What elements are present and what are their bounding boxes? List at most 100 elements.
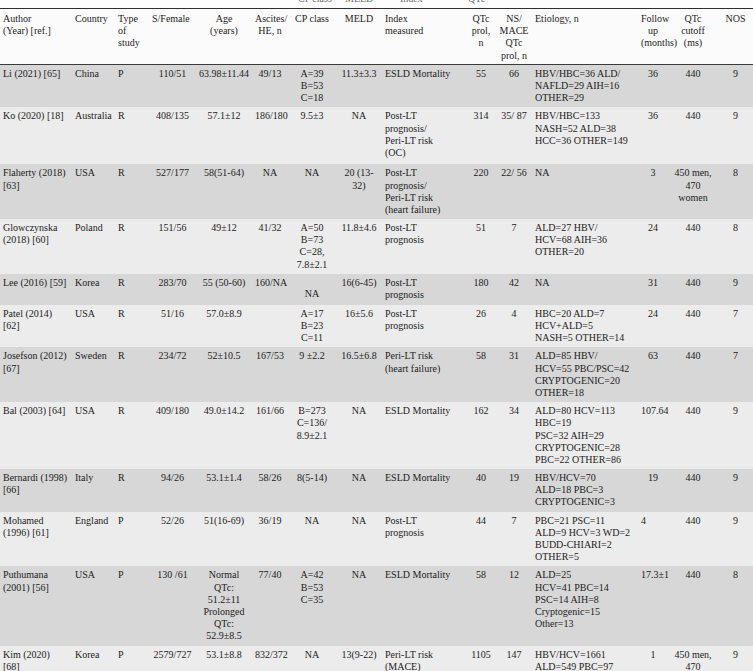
cell-meld: NA [336, 107, 382, 164]
cell-ns-mace: 34 [496, 402, 532, 469]
cell-ascites-he: 58/26 [252, 469, 288, 512]
cell-ns-mace: 42 [496, 274, 532, 305]
cell-follow-up: 24 [638, 219, 668, 274]
cell-ascites-he: 41/32 [252, 219, 288, 274]
table-row: Josefson (2012) [67]SwedenR234/7252±10.5… [0, 347, 753, 402]
cell-qtc-cutoff: 450 men, 470 women [668, 164, 718, 219]
column-header-author: Author (Year) [ref.] [0, 9, 72, 64]
cell-ascites-he: 49/13 [252, 64, 288, 107]
cell-nos: 9 [718, 274, 753, 305]
cell-s-female: 94/26 [149, 469, 196, 512]
cell-age: 55 (50-60) [196, 274, 252, 305]
cell-meld: NA [336, 512, 382, 567]
cell-ns-mace: 147 [496, 646, 532, 671]
cell-nos: 7 [718, 347, 753, 402]
cell-nos: 8 [718, 566, 753, 645]
column-header-cp-class: CP class [288, 9, 336, 64]
cell-qtc-cutoff: 440 [668, 107, 718, 164]
cropped-label: Index [400, 0, 423, 4]
cell-qtc-prol: 44 [466, 512, 496, 567]
cell-index: Post-LT prognosis [382, 512, 466, 567]
cell-nos: 8 [718, 164, 753, 219]
cell-country: USA [72, 402, 115, 469]
cell-meld: 13(9-22) [336, 646, 382, 671]
cell-s-female: 408/135 [149, 107, 196, 164]
cell-ascites-he: 167/53 [252, 347, 288, 402]
cell-index: ESLD Mortality [382, 469, 466, 512]
cell-qtc-prol: 26 [466, 305, 496, 348]
cell-index: ESLD Mortality [382, 566, 466, 645]
cell-follow-up: 3 [638, 164, 668, 219]
cell-nos: 9 [718, 646, 753, 671]
table-row: Bernardi (1998) [66]ItalyR94/2653.1±1.45… [0, 469, 753, 512]
cell-follow-up: 107.64 [638, 402, 668, 469]
cell-etiology: HBV/HCV=1661 ALD=549 PBC=97 OTHER=69 [532, 646, 638, 671]
cell-ns-mace: 12 [496, 566, 532, 645]
cell-qtc-prol: 40 [466, 469, 496, 512]
cell-qtc-prol: 162 [466, 402, 496, 469]
cell-study-type: R [115, 402, 149, 469]
cell-etiology: ALD=25 HCV=41 PBC=14 PSC=14 AIH=8 Crypto… [532, 566, 638, 645]
cell-cp-class: B=273 C=136/ 8.9±2.1 [288, 402, 336, 469]
cell-cp-class: A=42 B=53 C=35 [288, 566, 336, 645]
column-header-etiology: Etiology, n [532, 9, 638, 64]
cell-country: USA [72, 164, 115, 219]
cell-study-type: R [115, 347, 149, 402]
column-header-study-type: Type of study [115, 9, 149, 64]
cell-follow-up: 63 [638, 347, 668, 402]
cell-qtc-prol: 1105 [466, 646, 496, 671]
cell-s-female: 2579/727 [149, 646, 196, 671]
cell-etiology: ALD=80 HCV=113 HBC=19 PSC=32 AIH=29 CRYP… [532, 402, 638, 469]
cell-author: Josefson (2012) [67] [0, 347, 72, 402]
cropped-label: MELD [345, 0, 373, 4]
cell-cp-class: A=17 B=23 C=11 [288, 305, 336, 348]
cell-index: Peri-LT risk (heart failure) [382, 347, 466, 402]
cell-nos: 8 [718, 219, 753, 274]
cell-ascites-he: NA [252, 164, 288, 219]
column-header-index: Index measured [382, 9, 466, 64]
cell-author: Ko (2020) [18] [0, 107, 72, 164]
table-row: Mohamed (1996) [61]EnglandP52/2651(16-69… [0, 512, 753, 567]
studies-table: Author (Year) [ref.]CountryType of study… [0, 9, 753, 671]
cropped-previous-page-header: CP class MELD Index QTc [0, 0, 753, 9]
cell-country: USA [72, 566, 115, 645]
cell-country: Sweden [72, 347, 115, 402]
table-row: Puthumana (2001) [56]USAP130 /61Normal Q… [0, 566, 753, 645]
cell-s-female: 130 /61 [149, 566, 196, 645]
cell-qtc-cutoff: 440 [668, 64, 718, 107]
cell-follow-up: 36 [638, 107, 668, 164]
cell-cp-class: NA [288, 512, 336, 567]
cell-qtc-cutoff: 440 [668, 512, 718, 567]
table-row: Li (2021) [65]ChinaP110/5163.98±11.4449/… [0, 64, 753, 107]
cell-meld: 16±5.6 [336, 305, 382, 348]
cell-cp-class: 9 ±2.2 [288, 347, 336, 402]
cell-meld: 20 (13-32) [336, 164, 382, 219]
cell-s-female: 527/177 [149, 164, 196, 219]
cell-cp-class: 8(5-14) [288, 469, 336, 512]
header-row: Author (Year) [ref.]CountryType of study… [0, 9, 753, 64]
cell-nos: 9 [718, 469, 753, 512]
cell-author: Patel (2014) [62] [0, 305, 72, 348]
cell-follow-up: 4 [638, 512, 668, 567]
cell-follow-up: 1 [638, 646, 668, 671]
cell-qtc-prol: 314 [466, 107, 496, 164]
cell-s-female: 52/26 [149, 512, 196, 567]
cell-age: 57.1±12 [196, 107, 252, 164]
cell-author: Mohamed (1996) [61] [0, 512, 72, 567]
cell-ascites-he: 36/19 [252, 512, 288, 567]
paper-table-page: CP class MELD Index QTc Author (Year) [r… [0, 0, 753, 671]
cell-ascites-he: 186/180 [252, 107, 288, 164]
cell-nos: 7 [718, 305, 753, 348]
cell-qtc-prol: 51 [466, 219, 496, 274]
cell-country: Korea [72, 274, 115, 305]
cell-etiology: HBV/HCV=70 ALD=18 PBC=3 CRYPTOGENIC=3 [532, 469, 638, 512]
cell-country: Australia [72, 107, 115, 164]
cell-country: USA [72, 305, 115, 348]
column-header-nos: NOS [718, 9, 753, 64]
cell-author: Kim (2020) [68] [0, 646, 72, 671]
cell-qtc-cutoff: 440 [668, 274, 718, 305]
cell-author: Glowczynska (2018) [60] [0, 219, 72, 274]
cell-s-female: 283/70 [149, 274, 196, 305]
cell-meld: 11.3±3.3 [336, 64, 382, 107]
cell-index: Post-LT prognosis/ Peri-LT risk (heart f… [382, 164, 466, 219]
